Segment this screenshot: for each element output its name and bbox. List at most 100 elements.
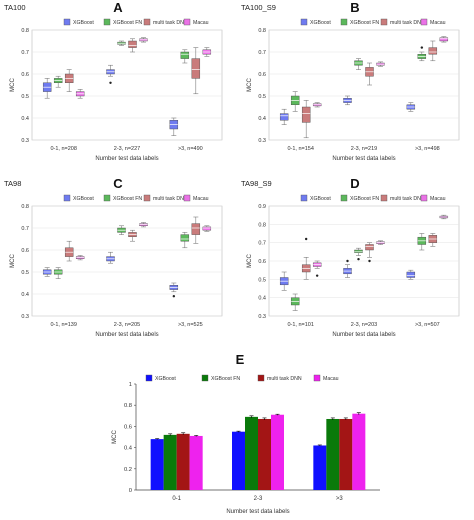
y-tick-label: 0.4 (21, 116, 29, 122)
y-tick-label: 0 (129, 488, 132, 494)
y-axis-label: MCC (247, 254, 253, 268)
x-axis-label: Number test data labels (332, 156, 395, 162)
y-tick-label: 0.6 (124, 424, 132, 430)
legend-swatch (103, 194, 111, 202)
panel-letter: A (113, 0, 123, 15)
y-axis-label: MCC (247, 78, 253, 92)
y-tick-label: 0.8 (258, 28, 266, 34)
box-body (301, 106, 311, 123)
legend-label: XGBoost (73, 20, 94, 26)
panel-title: TA98 (4, 179, 21, 188)
x-tick-label: 0-1, n=208 (50, 146, 76, 152)
legend-swatch (380, 194, 388, 202)
x-tick-label: 2-3, n=203 (351, 322, 377, 328)
y-tick-label: 0.2 (124, 467, 132, 473)
x-tick-label: >3, n=525 (178, 322, 203, 328)
legend-swatch (380, 18, 388, 26)
legend-label: Macau (193, 20, 209, 26)
legend-label: XGBoost FN (211, 376, 240, 382)
legend-swatch (300, 194, 308, 202)
x-axis-label: Number test data labels (95, 332, 158, 338)
legend-label: XGBoost FN (350, 196, 379, 202)
bar (271, 414, 284, 490)
legend-swatch (340, 194, 348, 202)
y-tick-label: 0.6 (21, 248, 29, 254)
legend-swatch (300, 18, 308, 26)
legend-label: Macau (193, 196, 209, 202)
x-tick-label: >3, n=507 (415, 322, 440, 328)
panel-c: 0.3 0.4 0.5 0.6 0.7 0.8 TA98 C XGBoost XGBoost FN… (0, 176, 237, 346)
panel-b: 0.3 0.4 0.5 0.6 0.7 0.8 TA100_S9 B XGBoost XGBoos… (237, 0, 474, 170)
box-outlier (368, 259, 371, 263)
box-outlier (109, 81, 112, 85)
legend-swatch (313, 374, 321, 382)
y-tick-label: 0.7 (258, 241, 266, 247)
y-tick-label: 1 (129, 382, 132, 388)
x-tick-label: >3, n=490 (178, 146, 203, 152)
x-tick-label: >3 (336, 496, 344, 502)
x-tick-label: 2-3, n=205 (114, 322, 140, 328)
x-tick-label: 0-1, n=154 (287, 146, 313, 152)
y-tick-label: 0.4 (21, 292, 29, 298)
y-axis-label: MCC (10, 254, 16, 268)
panel-e: E XGBoost XGBoost FN multi task DNN Macau 0 0.… (90, 350, 390, 520)
legend-swatch (103, 18, 111, 26)
x-axis-label: Number test data labels (226, 509, 289, 515)
box-outlier (357, 257, 360, 261)
box-outlier (304, 237, 308, 241)
bar (150, 439, 164, 490)
x-tick-label: 0-1, n=139 (50, 322, 76, 328)
legend-swatch (257, 374, 265, 382)
legend-label: XGBoost FN (113, 196, 142, 202)
box-outlier (172, 295, 176, 298)
bar (339, 418, 353, 490)
legend-label: XGBoost (73, 196, 94, 202)
legend-label: Macau (430, 196, 446, 202)
box-body (128, 40, 137, 48)
legend-label: XGBoost FN (113, 20, 142, 26)
y-axis-label: MCC (112, 430, 118, 444)
y-tick-label: 0.5 (258, 277, 266, 283)
legend-swatch (143, 18, 151, 26)
legend-swatch (63, 18, 71, 26)
x-tick-label: >3, n=498 (415, 146, 440, 152)
box-outlier (346, 259, 349, 263)
y-tick-label: 0.9 (258, 204, 266, 210)
box-body (180, 234, 190, 242)
legend-label: multi task DNN (390, 196, 425, 202)
legend-label: XGBoost (155, 376, 176, 382)
legend-label: XGBoost FN (350, 20, 379, 26)
box-body (202, 226, 212, 231)
bar (326, 418, 340, 490)
x-tick-label: 0-1, n=101 (287, 322, 313, 328)
box-body (191, 223, 201, 235)
x-tick-label: 2-3, n=219 (351, 146, 377, 152)
panel-title: TA100 (4, 3, 26, 12)
legend-swatch (145, 374, 153, 382)
y-tick-label: 0.7 (258, 50, 266, 56)
x-tick-label: 0-1 (172, 496, 181, 502)
box-body (428, 47, 438, 55)
legend-swatch (63, 194, 71, 202)
y-tick-label: 0.8 (21, 28, 29, 34)
y-tick-label: 0.4 (124, 446, 133, 452)
box-outlier (420, 46, 424, 49)
chart-c: 0.3 0.4 0.5 0.6 0.7 0.8 TA98 C XGBoost XGBoost FN… (4, 176, 223, 338)
box-body (279, 113, 289, 121)
legend-label: multi task DNN (390, 20, 425, 26)
panel-letter: E (236, 352, 245, 367)
y-tick-label: 0.7 (21, 226, 29, 232)
y-tick-label: 0.5 (21, 94, 29, 100)
y-tick-label: 0.8 (258, 222, 266, 228)
x-axis-label: Number test data labels (95, 156, 158, 162)
panel-letter: C (113, 176, 123, 191)
legend-swatch (420, 194, 428, 202)
chart-b: 0.3 0.4 0.5 0.6 0.7 0.8 TA100_S9 B XGBoost XGBoos… (241, 0, 460, 162)
x-tick-label: 2-3 (254, 496, 263, 502)
y-tick-label: 0.6 (258, 72, 266, 78)
panel-d: 0.3 0.4 0.5 0.6 0.7 0.8 0.9 TA98_S9 D XGBoost XGBo… (237, 176, 474, 346)
plot-frame (268, 29, 460, 141)
legend-label: XGBoost (310, 196, 331, 202)
legend-swatch (183, 18, 191, 26)
legend-swatch (340, 18, 348, 26)
